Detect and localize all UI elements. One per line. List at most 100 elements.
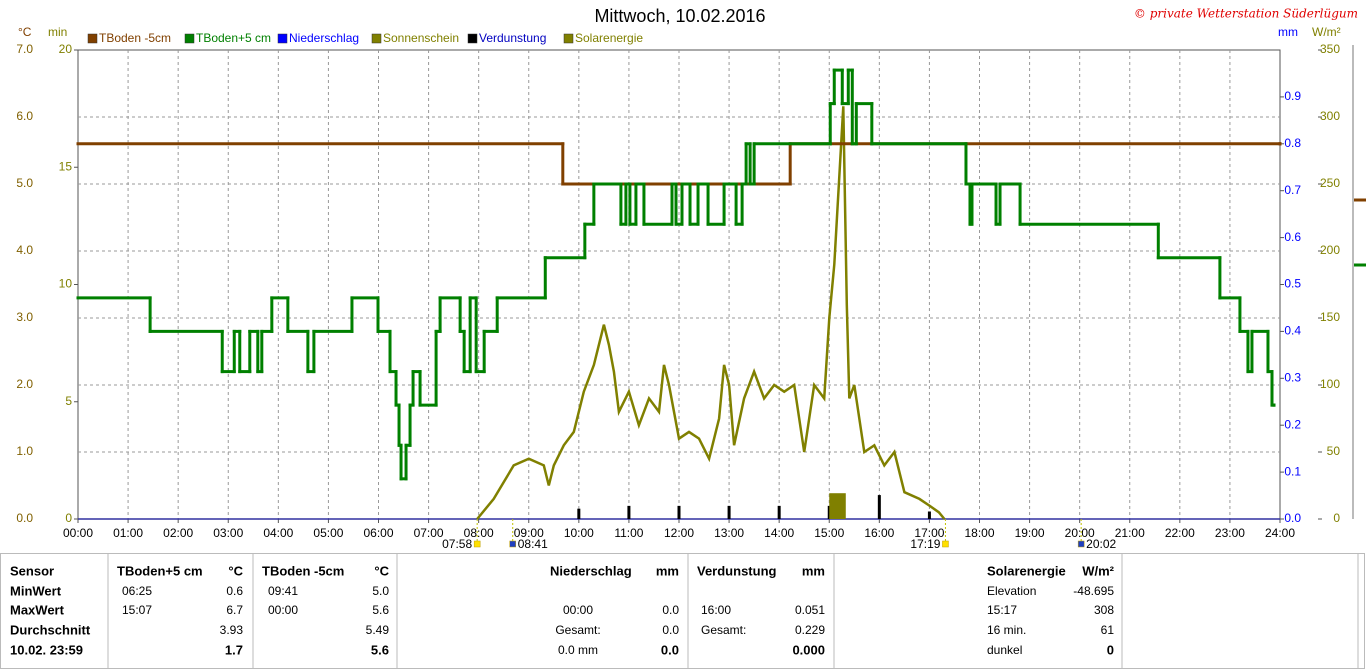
table-frame [0, 553, 1365, 669]
table-header: TBoden -5cm [262, 563, 344, 578]
table-cell: 308 [1094, 603, 1114, 617]
x-tick-label: 04:00 [263, 526, 293, 540]
sun-marker [942, 540, 949, 548]
table-cell: Gesamt: [555, 623, 600, 637]
x-tick-label: 10:00 [564, 526, 594, 540]
x-tick-label: 06:00 [363, 526, 393, 540]
table-cell: 06:25 [122, 584, 152, 598]
sun-label: 20:02 [1086, 537, 1116, 551]
y-tick-label: 5.0 [16, 176, 33, 190]
y-unit: °C [18, 25, 32, 39]
table-cell: 0.0 [661, 642, 679, 657]
legend-swatch [563, 33, 574, 44]
legend-swatch [87, 33, 98, 44]
x-tick-label: 14:00 [764, 526, 794, 540]
y2-tick-label: 0.7 [1284, 183, 1301, 197]
table-cell: 0 [1107, 642, 1114, 657]
sun-label: 08:41 [518, 537, 548, 551]
table-header: °C [228, 563, 243, 578]
table-cell: 00:00 [268, 603, 298, 617]
x-tick-label: 07:00 [414, 526, 444, 540]
table-cell: 10.02. 23:59 [10, 642, 83, 657]
y4-tick-label: 150 [1320, 310, 1340, 324]
y4-unit: W/m² [1312, 25, 1341, 39]
x-tick-label: 12:00 [664, 526, 694, 540]
table-cell: 0.000 [792, 642, 825, 657]
y3-tick-label: 15 [59, 159, 73, 173]
table-cell: 0.0 mm [558, 643, 598, 657]
table-cell: 6.7 [226, 603, 243, 617]
table-cell: MinWert [10, 583, 62, 598]
legend-swatch [277, 33, 288, 44]
y4-tick-label: 300 [1320, 109, 1340, 123]
table-cell: -48.695 [1073, 584, 1114, 598]
y4-tick-label: 200 [1320, 243, 1340, 257]
x-tick-label: 08:00 [464, 526, 494, 540]
table-cell: 15:07 [122, 603, 152, 617]
table-cell: 1.7 [225, 642, 243, 657]
x-tick-label: 17:00 [914, 526, 944, 540]
y-tick-label: 4.0 [16, 243, 33, 257]
y3-tick-label: 20 [59, 42, 73, 56]
y4-tick-label: 0 [1333, 511, 1340, 525]
x-tick-label: 21:00 [1115, 526, 1145, 540]
legend-label: TBoden -5cm [99, 31, 171, 45]
x-tick-label: 03:00 [213, 526, 243, 540]
line [476, 106, 946, 520]
y3-tick-label: 5 [65, 394, 72, 408]
y4-tick-label: 50 [1327, 444, 1341, 458]
legend-label: Verdunstung [479, 31, 546, 45]
y-tick-label: 1.0 [16, 444, 33, 458]
y-tick-label: 0.0 [16, 511, 33, 525]
y2-tick-label: 0.3 [1284, 370, 1301, 384]
x-tick-label: 02:00 [163, 526, 193, 540]
y2-tick-label: 0.6 [1284, 230, 1301, 244]
legend-swatch [371, 33, 382, 44]
table-header: °C [374, 563, 389, 578]
bar [627, 505, 631, 519]
y4-tick-label: 350 [1320, 42, 1340, 56]
table-cell: 5.6 [371, 642, 389, 657]
x-tick-label: 19:00 [1015, 526, 1045, 540]
y-tick-label: 7.0 [16, 42, 33, 56]
table-cell: Durchschnitt [10, 622, 91, 637]
x-tick-label: 22:00 [1165, 526, 1195, 540]
legend-swatch [184, 33, 195, 44]
x-tick-label: 24:00 [1265, 526, 1295, 540]
table-header: mm [802, 563, 825, 578]
table-cell: 16 min. [987, 623, 1026, 637]
table-cell: 5.0 [372, 584, 389, 598]
x-tick-label: 20:00 [1065, 526, 1095, 540]
chart-title: Mittwoch, 10.02.2016 [594, 6, 765, 26]
table-cell: 0.0 [662, 623, 679, 637]
x-tick-label: 13:00 [714, 526, 744, 540]
table-header: Verdunstung [697, 563, 777, 578]
credit: © private Wetterstation Süderlügum [1134, 7, 1358, 21]
y-tick-label: 3.0 [16, 310, 33, 324]
y2-tick-label: 0.0 [1284, 511, 1301, 525]
table-cell: 0.0 [662, 603, 679, 617]
y2-tick-label: 0.4 [1284, 324, 1301, 338]
y-tick-label: 6.0 [16, 109, 33, 123]
bar [777, 505, 781, 519]
x-tick-label: 16:00 [864, 526, 894, 540]
sun-marker [509, 540, 516, 548]
y2-tick-label: 0.5 [1284, 277, 1301, 291]
table-cell: 00:00 [563, 603, 593, 617]
sun-marker [1077, 540, 1085, 548]
x-tick-label: 11:00 [614, 526, 643, 540]
x-tick-label: 18:00 [964, 526, 994, 540]
sun-label: 17:19 [910, 537, 940, 551]
x-tick-label: 00:00 [63, 526, 93, 540]
table-cell: dunkel [987, 643, 1022, 657]
y3-tick-label: 10 [59, 277, 73, 291]
x-tick-label: 09:00 [514, 526, 544, 540]
table-cell: 3.93 [220, 623, 244, 637]
table-cell: 16:00 [701, 603, 731, 617]
bar [677, 505, 681, 519]
x-tick-label: 01:00 [113, 526, 143, 540]
x-tick-label: 23:00 [1215, 526, 1245, 540]
